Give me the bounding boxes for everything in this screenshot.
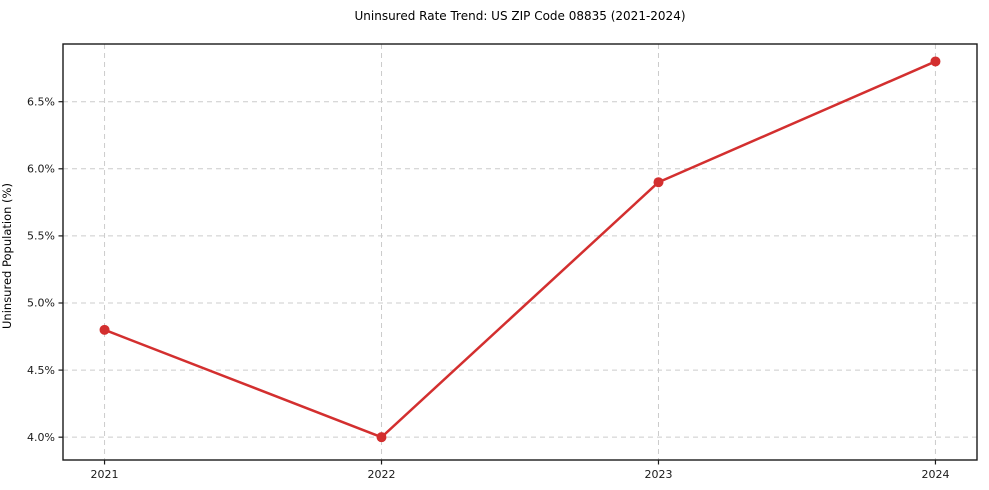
chart-title: Uninsured Rate Trend: US ZIP Code 08835 … <box>354 9 686 23</box>
data-point <box>653 177 664 188</box>
y-tick-label: 4.0% <box>27 431 55 444</box>
plot-border <box>62 43 978 461</box>
y-tick-label: 5.0% <box>27 297 55 310</box>
data-point <box>376 432 387 443</box>
trend-line <box>103 60 937 439</box>
y-tick-label: 6.0% <box>27 163 55 176</box>
data-point <box>99 324 110 335</box>
data-point <box>930 56 941 67</box>
y-tick-label: 6.5% <box>27 95 55 108</box>
x-tick-label: 2024 <box>921 468 949 481</box>
y-tick-label: 5.5% <box>27 230 55 243</box>
x-tick-label: 2022 <box>368 468 396 481</box>
y-tick-label: 4.5% <box>27 364 55 377</box>
x-tick-label: 2021 <box>91 468 119 481</box>
x-tick-label: 2023 <box>644 468 672 481</box>
